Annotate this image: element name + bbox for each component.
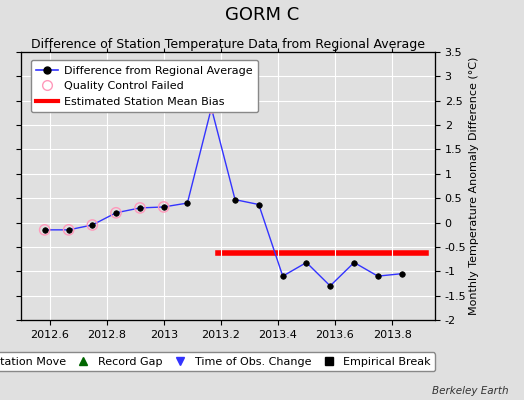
- Legend: Station Move, Record Gap, Time of Obs. Change, Empirical Break: Station Move, Record Gap, Time of Obs. C…: [0, 352, 435, 371]
- Point: [88, 222, 96, 228]
- Point: [159, 204, 168, 210]
- Y-axis label: Monthly Temperature Anomaly Difference (°C): Monthly Temperature Anomaly Difference (…: [469, 57, 479, 315]
- Point: [40, 227, 49, 233]
- Text: GORM C: GORM C: [225, 6, 299, 24]
- Point: [207, 105, 215, 111]
- Point: [136, 205, 144, 211]
- Text: Berkeley Earth: Berkeley Earth: [432, 386, 508, 396]
- Point: [64, 227, 73, 233]
- Point: [112, 210, 120, 216]
- Title: Difference of Station Temperature Data from Regional Average: Difference of Station Temperature Data f…: [31, 38, 425, 51]
